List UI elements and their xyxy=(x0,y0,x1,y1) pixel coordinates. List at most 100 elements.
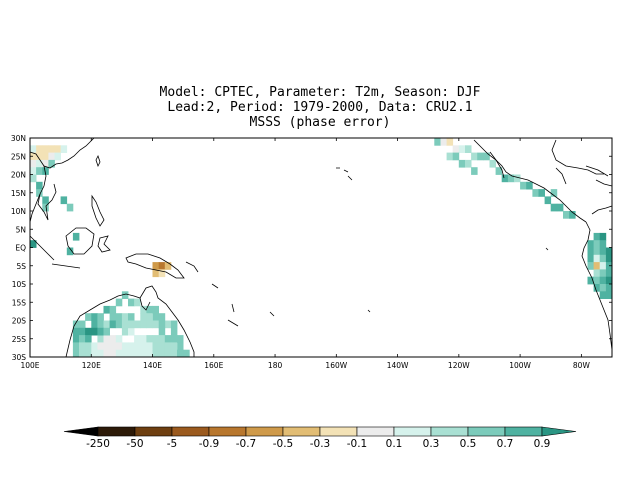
skill-cell xyxy=(103,342,110,351)
skill-cell xyxy=(36,189,43,197)
skill-cell xyxy=(458,159,466,168)
skill-cell xyxy=(158,342,166,351)
colorbar-label: -50 xyxy=(126,438,143,450)
skill-cell xyxy=(134,298,141,307)
skill-cell xyxy=(593,240,601,248)
colorbar-label: 0.1 xyxy=(386,438,403,450)
skill-cell xyxy=(507,174,515,183)
skill-cell xyxy=(146,313,153,321)
skill-cells-layer xyxy=(30,138,613,358)
skill-cell xyxy=(109,342,117,351)
skill-cell xyxy=(465,159,472,168)
skill-cell xyxy=(152,269,159,278)
skill-cell xyxy=(91,349,98,358)
skill-cell xyxy=(121,327,129,336)
skill-cell xyxy=(152,313,159,321)
skill-cell xyxy=(72,327,80,336)
skill-cell xyxy=(115,298,123,307)
skill-cell xyxy=(177,335,184,343)
skill-cell xyxy=(152,320,159,329)
skill-cell xyxy=(103,327,110,336)
skill-cell xyxy=(72,320,80,329)
coastline-new-guinea xyxy=(125,253,185,279)
skill-cell xyxy=(483,152,490,161)
skill-cell xyxy=(605,276,613,285)
skill-cell xyxy=(140,320,147,329)
skill-cell xyxy=(97,335,104,343)
skill-cell xyxy=(97,349,104,358)
coastline-asia xyxy=(29,137,95,169)
skill-cell xyxy=(599,262,607,270)
lat-tick-label: 15S xyxy=(12,298,27,307)
skill-cell xyxy=(501,174,509,183)
skill-cell xyxy=(97,342,104,351)
skill-cell xyxy=(599,276,607,285)
lon-tick-label: 100W xyxy=(509,361,531,370)
skill-cell xyxy=(91,327,98,336)
skill-cell xyxy=(593,232,601,241)
skill-cell xyxy=(121,342,129,351)
skill-cell xyxy=(60,145,68,153)
lat-tick-label: 25N xyxy=(11,152,26,161)
skill-cell xyxy=(146,349,153,358)
colorbar-label: -250 xyxy=(86,438,110,450)
skill-cell xyxy=(146,305,153,314)
skill-cell xyxy=(30,240,37,248)
colorbar-swatch xyxy=(504,426,543,437)
skill-cell xyxy=(158,327,166,336)
skill-cell xyxy=(605,284,613,292)
lon-tick-label: 140W xyxy=(387,361,409,370)
colorbar-swatch xyxy=(430,426,469,437)
coastline-north-america xyxy=(473,139,587,223)
lat-tick-label: 10S xyxy=(12,280,27,289)
skill-cell xyxy=(72,232,80,241)
skill-cell xyxy=(495,167,503,175)
skill-cell xyxy=(514,174,521,183)
skill-cell xyxy=(440,138,447,146)
skill-cell xyxy=(30,167,37,175)
coastline-borneo xyxy=(65,227,95,255)
lon-tick-label: 180 xyxy=(268,361,283,370)
skill-cell xyxy=(79,349,86,358)
skill-cell xyxy=(42,196,49,205)
skill-cell xyxy=(587,247,594,256)
skill-cell xyxy=(140,335,147,343)
skill-cell xyxy=(121,291,129,299)
skill-cell xyxy=(158,349,166,358)
colorbar-swatch xyxy=(393,426,432,437)
skill-cell xyxy=(30,174,37,183)
skill-cell xyxy=(128,349,135,358)
skill-cell xyxy=(36,181,43,190)
skill-cell xyxy=(152,305,159,314)
skill-cell xyxy=(134,335,141,343)
colorbar-label: 0.3 xyxy=(423,438,440,450)
skill-cell xyxy=(109,335,117,343)
lon-tick-label: 140E xyxy=(143,361,162,370)
skill-cell xyxy=(72,342,80,351)
skill-cell xyxy=(152,349,159,358)
skill-cell xyxy=(140,313,147,321)
colorbar-swatch xyxy=(171,426,210,437)
colorbar-swatch xyxy=(208,426,247,437)
skill-cell xyxy=(103,335,110,343)
skill-cell xyxy=(128,342,135,351)
colorbar-swatch xyxy=(356,426,395,437)
colorbar-label: -0.7 xyxy=(236,438,257,450)
skill-cell xyxy=(85,313,92,321)
coastline-malay xyxy=(29,193,41,223)
coastline-java xyxy=(51,263,81,269)
skill-cell xyxy=(152,335,159,343)
coastline-bismarck xyxy=(185,261,199,273)
skill-cell xyxy=(30,152,37,161)
skill-cell xyxy=(30,145,37,153)
colorbar-label: 0.7 xyxy=(497,438,514,450)
coastline-philippines xyxy=(91,194,105,227)
coastline-cuba xyxy=(585,165,609,177)
skill-cell xyxy=(158,320,166,329)
island-galapagos xyxy=(545,247,549,251)
skill-cell xyxy=(140,349,147,358)
colorbar-swatch xyxy=(467,426,506,437)
skill-cell xyxy=(164,335,172,343)
skill-cell xyxy=(599,247,607,256)
